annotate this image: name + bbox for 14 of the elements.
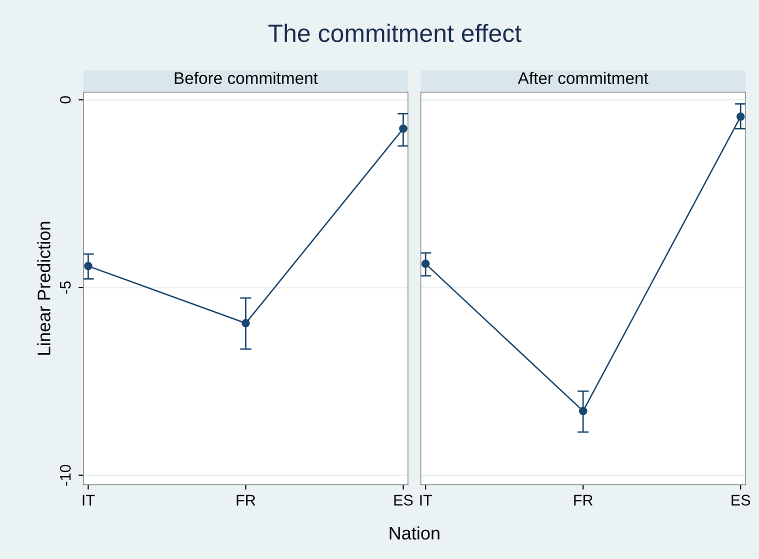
x-tick-label: IT: [420, 494, 432, 506]
x-tick-label: ES: [394, 494, 413, 506]
x-tick-label: FR: [574, 494, 593, 506]
chart-title: Before commitment: [174, 72, 318, 84]
chart-title: After commitment: [518, 72, 648, 84]
text: The commitment effect: [268, 24, 522, 42]
y-tick-label: -10: [60, 464, 71, 486]
x-tick-label: ES: [732, 494, 750, 506]
x-tick-label: IT: [82, 494, 95, 506]
y-axis-title: Linear Prediction: [37, 222, 50, 355]
y-tick-label: 0: [60, 96, 71, 104]
x-axis-title: Nation: [390, 526, 440, 540]
x-tick-label: FR: [236, 494, 256, 506]
y-tick-label: -5: [60, 281, 71, 294]
